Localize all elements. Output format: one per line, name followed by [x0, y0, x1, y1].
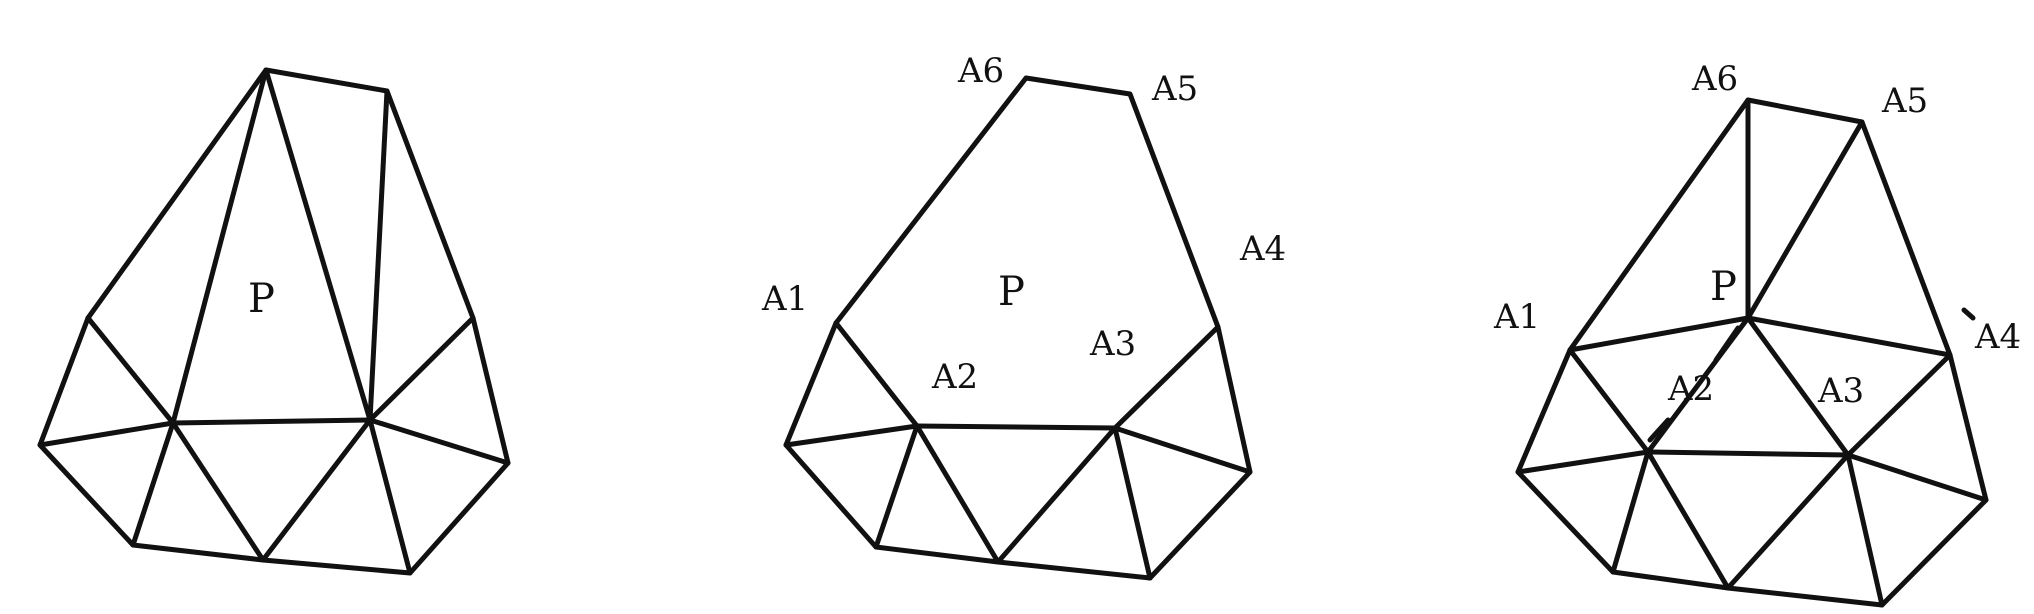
left-edge [367, 417, 413, 576]
right-marker-stroke [1961, 307, 1976, 321]
middle-edge [1112, 425, 1253, 475]
middle-edge [995, 425, 1118, 565]
right-vertex-label: A2 [1667, 369, 1714, 409]
right-vertex-label: A6 [1691, 59, 1738, 99]
left-edge [170, 417, 373, 426]
left-edge [170, 67, 269, 426]
middle-vertex-label: A1 [761, 279, 808, 319]
middle-vertex-label: A4 [1239, 229, 1286, 269]
middle-boundary [783, 75, 1253, 581]
right-marker-stroke [1713, 325, 1741, 363]
left-edge [130, 420, 176, 548]
right-edge [1610, 449, 1651, 575]
middle-edge [1112, 324, 1221, 431]
right-vertex-label: A3 [1817, 371, 1864, 411]
right-edge [1845, 452, 1989, 503]
left-edge [260, 417, 373, 563]
left-edge [367, 315, 476, 423]
left-edge [85, 315, 176, 426]
right-edge [1725, 452, 1851, 591]
left-edge [170, 420, 266, 563]
left-center-label: P [248, 276, 275, 322]
middle-vertex-label: A3 [1089, 324, 1136, 364]
middle-edge [833, 320, 920, 429]
right-edge [1567, 347, 1651, 455]
right-edge [1845, 352, 1953, 458]
middle-edge [873, 423, 920, 550]
panel-right: P A6 A5 A1 A4 A2 A3 [1493, 59, 2021, 608]
middle-center-label: P [998, 269, 1025, 315]
right-vertex-label: A5 [1881, 81, 1928, 121]
right-edge [1745, 315, 1851, 458]
right-vertex-label: A4 [1974, 317, 2021, 357]
right-boundary [1515, 97, 1989, 608]
left-edge [367, 417, 511, 466]
right-vertex-label: A1 [1493, 297, 1540, 337]
right-edge [1745, 119, 1865, 321]
middle-edge [783, 423, 920, 448]
middle-edge [914, 423, 1118, 431]
panel-middle: P A6 A5 A4 A1 A2 A3 [761, 51, 1286, 581]
left-edge [367, 88, 390, 423]
right-center-label: P [1710, 264, 1737, 310]
right-edge [1645, 449, 1731, 591]
left-edge [37, 420, 176, 448]
middle-vertex-label: A6 [957, 51, 1004, 91]
right-edge [1567, 315, 1751, 353]
middle-vertex-label: A5 [1151, 69, 1198, 109]
right-edge [1515, 449, 1651, 475]
middle-edge [1112, 425, 1153, 581]
right-edge [1745, 315, 1953, 358]
right-marker-stroke [1647, 417, 1671, 443]
left-boundary [37, 67, 511, 576]
right-edge [1645, 449, 1851, 458]
middle-edge [914, 423, 1001, 565]
left-edge [263, 67, 373, 423]
panel-left: P [37, 67, 511, 576]
middle-vertex-label: A2 [931, 357, 978, 397]
right-edge [1845, 452, 1885, 608]
